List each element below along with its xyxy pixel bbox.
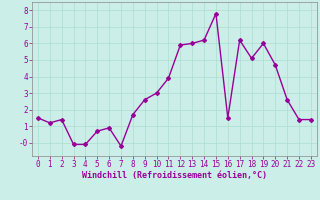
X-axis label: Windchill (Refroidissement éolien,°C): Windchill (Refroidissement éolien,°C) [82, 171, 267, 180]
